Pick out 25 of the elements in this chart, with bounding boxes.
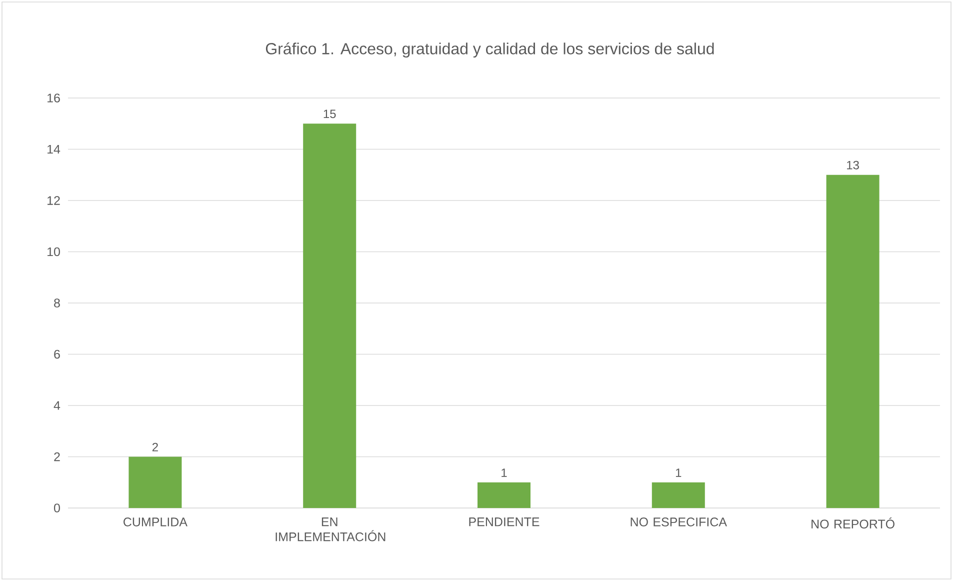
y-tick-label: 0	[54, 504, 60, 512]
x-tick-label: NO REPORTÓ	[812, 518, 894, 528]
data-label: 1	[502, 468, 507, 477]
y-tick-label: 2	[54, 452, 60, 462]
y-tick-label: 4	[54, 401, 60, 410]
y-tick-label: 8	[54, 298, 60, 308]
data-label: 15	[324, 110, 336, 118]
data-label: 13	[847, 160, 859, 170]
y-tick-label: 6	[54, 350, 60, 359]
x-tick-label: EN IMPLEMENTACIÓN	[276, 518, 386, 542]
data-label: 1	[676, 468, 682, 477]
y-tick-label: 16	[48, 94, 60, 102]
bar	[826, 174, 880, 508]
x-tick-label: PENDIENTE	[469, 518, 540, 526]
x-tick-label: NO ESPECIFICA	[630, 518, 727, 526]
x-tick-label: CUMPLIDA	[124, 518, 188, 526]
data-label: 2	[152, 442, 158, 452]
bar	[128, 456, 182, 508]
y-tick-label: 12	[48, 196, 60, 205]
bar	[652, 482, 705, 508]
chart-title: Gráfico 1. Acceso, gratuidad y calidad de los servicios de salud	[266, 42, 714, 58]
bar	[303, 124, 356, 508]
y-tick-label: 10	[48, 247, 60, 256]
y-tick-label: 14	[48, 144, 60, 154]
bar	[478, 482, 530, 508]
